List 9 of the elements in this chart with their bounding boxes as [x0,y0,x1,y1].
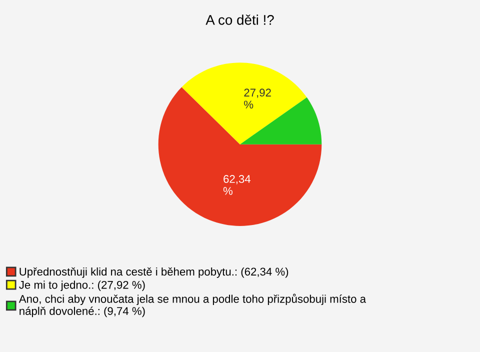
data-label: 62,34 % [223,175,250,195]
legend-label: Ano, chci aby vnoučata jela se mnou a podle toho přizpůsobuji místo a náplň dovolené.: (9,74 %) [18,294,366,318]
data-label: 27,92 % [244,88,271,108]
legend-label: Je mi to jedno.: (27,92 %) [19,280,145,292]
chart-title: A co děti !? [206,14,274,25]
pie-slice [240,97,322,144]
pie-slice [158,87,322,226]
legend-label: Upřednostňuji klid na cestě i během pobytu.: (62,34 %) [20,267,288,278]
pie-slice [182,62,307,144]
